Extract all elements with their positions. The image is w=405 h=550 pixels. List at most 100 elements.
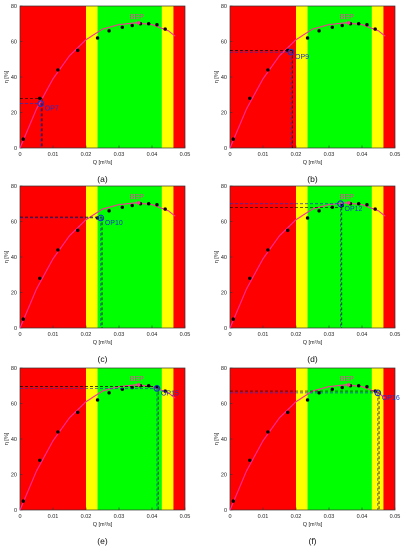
- measured-point: [21, 499, 25, 503]
- x-axis-label: Q [m³/s]: [303, 340, 323, 346]
- measured-point: [357, 22, 361, 26]
- y-axis-label: η [%]: [214, 70, 220, 83]
- y-tick-label: 0: [14, 508, 17, 514]
- fitted-efficiency-curve: [229, 22, 386, 149]
- measured-point: [56, 68, 60, 72]
- x-tick-label: 0: [18, 152, 21, 158]
- zone-band-yellow: [296, 6, 308, 148]
- zone-band-yellow: [161, 6, 174, 148]
- zone-band-red: [20, 6, 86, 148]
- panel-caption: (b): [307, 174, 318, 184]
- x-tick-label: 0.03: [114, 152, 125, 158]
- measured-point: [286, 410, 290, 415]
- x-tick-label: 0.03: [114, 332, 125, 338]
- x-tick-label: 0.03: [324, 152, 335, 158]
- y-tick-label: 40: [221, 437, 227, 443]
- panel-caption: (a): [97, 174, 108, 184]
- measured-point: [373, 207, 377, 211]
- zone-band-red: [230, 6, 296, 148]
- measured-point: [317, 391, 321, 395]
- zone-band-red: [173, 368, 185, 510]
- measured-point: [248, 276, 252, 280]
- x-tick-label: 0.05: [390, 514, 401, 520]
- operating-point-marker: [37, 100, 45, 107]
- operating-point-label: OP10: [105, 220, 123, 227]
- measured-point: [248, 458, 252, 462]
- measured-point: [38, 458, 42, 462]
- chart-panel: 0 0.01 0.02 0.03 0.04 0.05 0 20 40 60 80 Q [m³/s] η …: [4, 4, 190, 184]
- operating-point-label: OP15: [161, 390, 179, 397]
- measured-point: [107, 391, 111, 395]
- bep-label: BEP: [130, 14, 144, 21]
- zone-band-yellow: [296, 186, 308, 328]
- fitted-efficiency-curve: [19, 202, 176, 329]
- measured-point: [130, 203, 134, 208]
- measured-point: [365, 22, 369, 27]
- measured-point: [305, 398, 310, 402]
- y-tick-label: 0: [224, 508, 227, 514]
- y-tick-label: 80: [221, 184, 227, 190]
- measured-point: [305, 36, 310, 40]
- measured-point: [76, 48, 80, 53]
- measured-point: [107, 29, 111, 33]
- panel-caption: (d): [307, 354, 318, 364]
- zone-band-red: [20, 186, 86, 328]
- x-tick-label: 0.05: [390, 152, 401, 158]
- operating-point-marker: [287, 48, 295, 56]
- y-tick-label: 60: [221, 402, 227, 408]
- x-tick-label: 0.01: [258, 152, 269, 158]
- x-tick-label: 0.03: [324, 514, 335, 520]
- fitted-efficiency-curve: [19, 384, 176, 511]
- x-axis-label: Q [m³/s]: [93, 340, 113, 346]
- y-tick-label: 20: [221, 291, 227, 297]
- zone-band-yellow: [161, 368, 174, 510]
- y-tick-label: 60: [11, 40, 17, 46]
- operating-point-label: OP7: [45, 106, 59, 113]
- measured-point: [357, 202, 361, 206]
- y-tick-label: 60: [11, 402, 17, 408]
- operating-point-marker: [97, 214, 105, 222]
- x-tick-label: 0.04: [147, 152, 158, 158]
- measured-point: [147, 202, 151, 206]
- measured-point: [340, 23, 344, 28]
- measured-point: [231, 317, 235, 321]
- x-tick-label: 0.05: [390, 332, 401, 338]
- x-tick-label: 0.05: [180, 514, 191, 520]
- zone-band-yellow: [86, 6, 98, 148]
- measured-point: [248, 96, 252, 101]
- x-tick-label: 0.01: [48, 332, 59, 338]
- zone-band-yellow: [296, 368, 308, 510]
- operating-point-marker: [153, 385, 161, 392]
- zone-band-red: [383, 186, 395, 328]
- y-tick-label: 0: [224, 146, 227, 152]
- measured-point: [266, 68, 270, 72]
- chart-panel: 0 0.01 0.02 0.03 0.04 0.05 0 20 40 60 80 Q [m³/s] η …: [214, 366, 400, 546]
- bep-marker: [347, 21, 351, 25]
- y-tick-label: 40: [11, 437, 17, 443]
- x-tick-label: 0: [18, 514, 21, 520]
- x-tick-label: 0.02: [291, 152, 302, 158]
- y-tick-label: 80: [11, 4, 17, 10]
- x-tick-label: 0.02: [81, 332, 92, 338]
- zone-band-red: [173, 6, 185, 148]
- operating-point-label: OP9: [295, 54, 309, 61]
- measured-point: [147, 22, 151, 26]
- y-tick-label: 20: [11, 473, 17, 479]
- measured-point: [163, 27, 167, 31]
- zone-band-red: [383, 6, 395, 148]
- bep-marker: [137, 21, 141, 25]
- measured-point: [38, 276, 42, 280]
- zone-band-red: [230, 186, 296, 328]
- panel-caption: (c): [98, 354, 108, 364]
- zone-band-yellow: [161, 186, 174, 328]
- y-tick-label: 60: [221, 220, 227, 226]
- zone-band-red: [230, 368, 296, 510]
- y-tick-label: 40: [11, 255, 17, 261]
- y-axis-label: η [%]: [4, 70, 10, 83]
- measured-point: [373, 27, 377, 31]
- y-tick-label: 0: [14, 146, 17, 152]
- measured-point: [330, 387, 334, 391]
- y-tick-label: 80: [221, 366, 227, 372]
- measured-point: [163, 389, 167, 393]
